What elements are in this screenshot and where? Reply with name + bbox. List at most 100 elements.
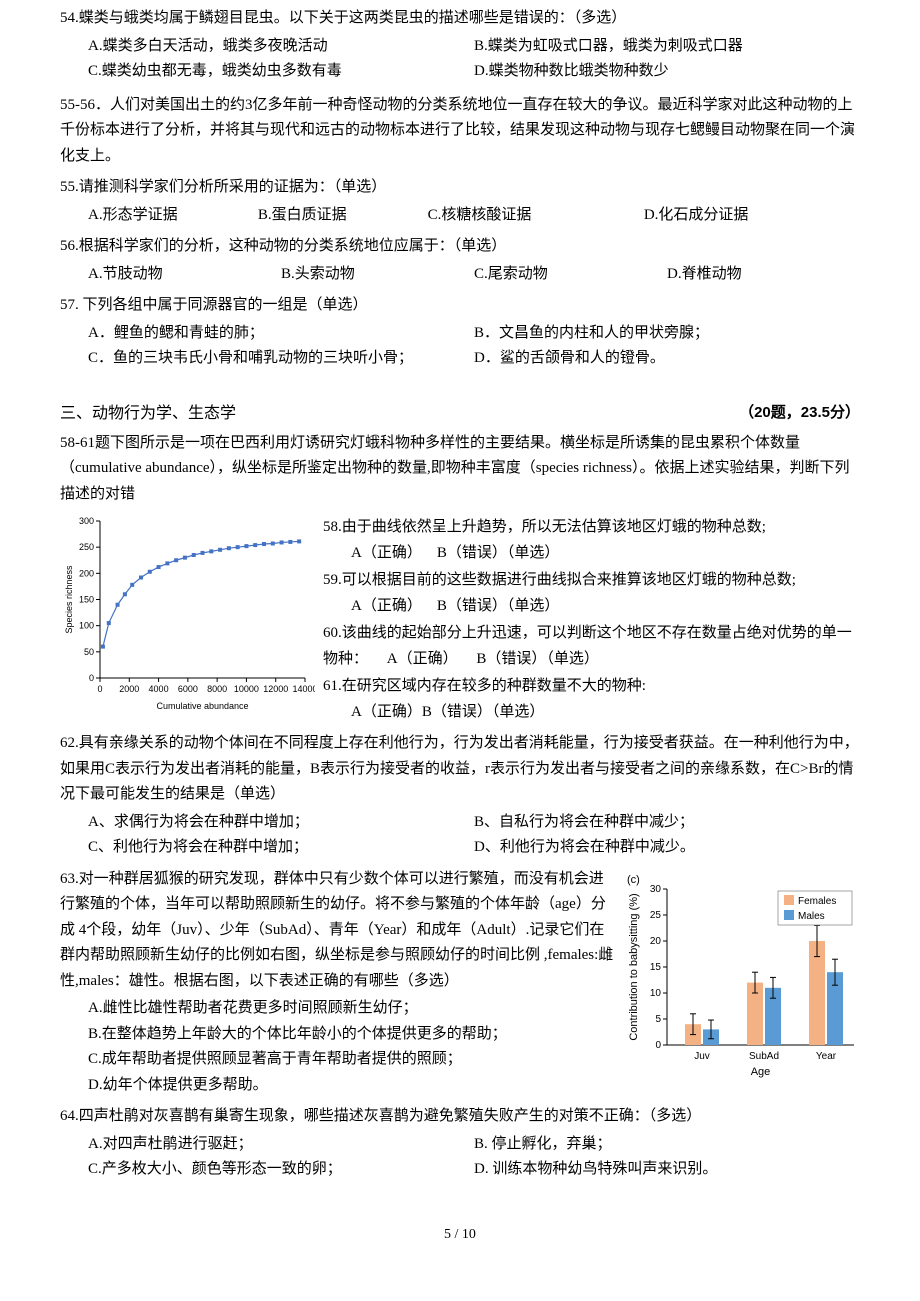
svg-text:10: 10 — [650, 988, 662, 999]
q54-opts: A.蝶类多白天活动，蛾类多夜晚活动 B.蝶类为虹吸式口器，蛾类为刺吸式口器 C.… — [60, 34, 860, 85]
score-suffix: 分） — [830, 405, 860, 421]
q59-opt-b: B（错误）（单选） — [437, 598, 560, 614]
q59-opt-a: A（正确） — [351, 598, 422, 614]
species-chart-svg: 0 50 100 150 200 250 300 0 2000 4000 6000 8000 10000… — [60, 513, 315, 713]
q55-opt-d: D.化石成分证据 — [644, 203, 860, 229]
q64-opt-b: B. 停止孵化，弃巢； — [474, 1132, 860, 1158]
q60-opt-a: A（正确） — [387, 651, 458, 667]
svg-text:200: 200 — [79, 569, 94, 579]
q55-opt-a: A.形态学证据 — [88, 203, 258, 229]
q56-opt-a: A.节肢动物 — [88, 262, 281, 288]
svg-text:0: 0 — [89, 673, 94, 683]
q59: 59.可以根据目前的这些数据进行曲线拟合来推算该地区灯蛾的物种总数; A（正确）… — [323, 568, 860, 619]
svg-text:10000: 10000 — [234, 684, 259, 694]
svg-text:300: 300 — [79, 516, 94, 526]
q54-text: 54.蝶类与蛾类均属于鳞翅目昆虫。以下关于这两类昆虫的描述哪些是错误的：（多选） — [60, 6, 860, 32]
section-3-head: 三、动物行为学、生态学 （20题，23.5分） — [60, 400, 860, 427]
score-prefix: （ — [739, 405, 754, 421]
svg-text:15: 15 — [650, 962, 662, 973]
svg-text:6000: 6000 — [178, 684, 198, 694]
q55-opt-b: B.蛋白质证据 — [258, 203, 428, 229]
q62-opt-b: B、自私行为将会在种群中减少； — [474, 810, 860, 836]
svg-text:Females: Females — [798, 896, 836, 907]
score-n1: 20 — [754, 404, 771, 421]
q57-text: 57. 下列各组中属于同源器官的一组是（单选） — [60, 293, 860, 319]
q62: 62.具有亲缘关系的动物个体间在不同程度上存在利他行为，行为发出者消耗能量，行为… — [60, 731, 860, 861]
q55-opts: A.形态学证据 B.蛋白质证据 C.核糖核酸证据 D.化石成分证据 — [60, 203, 860, 229]
svg-text:5: 5 — [655, 1014, 661, 1025]
q54: 54.蝶类与蛾类均属于鳞翅目昆虫。以下关于这两类昆虫的描述哪些是错误的：（多选）… — [60, 6, 860, 85]
q62-text: 62.具有亲缘关系的动物个体间在不同程度上存在利他行为，行为发出者消耗能量，行为… — [60, 731, 860, 808]
q61-opt-a: A（正确）B（错误）（单选） — [351, 704, 544, 720]
species-chart-block: 0 50 100 150 200 250 300 0 2000 4000 6000 8000 10000… — [60, 513, 860, 725]
q56-opt-d: D.脊椎动物 — [667, 262, 860, 288]
q58-opts: A（正确） B（错误）（单选） — [323, 541, 860, 567]
score-n2: 23.5 — [801, 404, 830, 421]
q62-opt-d: D、利他行为将会在种群中减少。 — [474, 835, 860, 861]
q64-opt-a: A.对四声杜鹃进行驱赶； — [88, 1132, 474, 1158]
q64-opts: A.对四声杜鹃进行驱赶； B. 停止孵化，弃巢； C.产多枚大小、颜色等形态一致… — [60, 1132, 860, 1183]
q57-opts: A．鲤鱼的鳃和青蛙的肺； B．文昌鱼的内柱和人的甲状旁腺； C．鱼的三块韦氏小骨… — [60, 321, 860, 372]
svg-text:Juv: Juv — [694, 1051, 710, 1062]
svg-text:Age: Age — [751, 1066, 771, 1078]
q64: 64.四声杜鹃对灰喜鹊有巢寄生现象，哪些描述灰喜鹊为避免繁殖失败产生的对策不正确… — [60, 1104, 860, 1183]
q58-opt-b: B（错误）（单选） — [437, 545, 560, 561]
section-3-title: 三、动物行为学、生态学 — [60, 400, 236, 427]
score-mid: 题， — [771, 405, 801, 421]
svg-text:SubAd: SubAd — [749, 1051, 779, 1062]
q54-opt-b: B.蝶类为虹吸式口器，蛾类为刺吸式口器 — [474, 34, 860, 60]
svg-text:4000: 4000 — [149, 684, 169, 694]
q61: 61.在研究区域内存在较多的种群数量不大的物种: A（正确）B（错误）（单选） — [323, 674, 860, 725]
q54-opt-a: A.蝶类多白天活动，蛾类多夜晚活动 — [88, 34, 474, 60]
q63-text: 63.对一种群居狐猴的研究发现，群体中只有少数个体可以进行繁殖，而没有机会进行繁… — [60, 871, 613, 989]
passage-55-56: 55-56．人们对美国出土的约3亿多年前一种奇怪动物的分类系统地位一直存在较大的… — [60, 93, 860, 170]
q60: 60.该曲线的起始部分上升迅速，可以判断这个地区不存在数量占绝对优势的单一物种：… — [323, 621, 860, 672]
svg-text:(c): (c) — [627, 874, 640, 886]
q62-opts: A、求偶行为将会在种群中增加； B、自私行为将会在种群中减少； C、利他行为将会… — [60, 810, 860, 861]
babysit-chart-svg: (c)051015202530JuvSubAdYearAdultContribu… — [625, 871, 860, 1081]
svg-text:0: 0 — [97, 684, 102, 694]
q57-opt-c: C．鱼的三块韦氏小骨和哺乳动物的三块听小骨； — [88, 346, 474, 372]
q56-opts: A.节肢动物 B.头索动物 C.尾索动物 D.脊椎动物 — [60, 262, 860, 288]
svg-text:Cumulative abundance: Cumulative abundance — [156, 701, 248, 711]
q59-text: 59.可以根据目前的这些数据进行曲线拟合来推算该地区灯蛾的物种总数; — [323, 572, 796, 588]
q62-opt-a: A、求偶行为将会在种群中增加； — [88, 810, 474, 836]
svg-text:20: 20 — [650, 936, 662, 947]
svg-text:8000: 8000 — [207, 684, 227, 694]
q57-opt-b: B．文昌鱼的内柱和人的甲状旁腺； — [474, 321, 860, 347]
svg-text:Contribution to babysitting (%: Contribution to babysitting (%) — [628, 893, 640, 1040]
q56-opt-c: C.尾索动物 — [474, 262, 667, 288]
page-footer: 5 / 10 — [60, 1223, 860, 1247]
q60-opt-b: B（错误）（单选） — [476, 651, 599, 667]
svg-text:25: 25 — [650, 910, 662, 921]
q56-text: 56.根据科学家们的分析，这种动物的分类系统地位应属于：（单选） — [60, 234, 860, 260]
q55: 55.请推测科学家们分析所采用的证据为：（单选） A.形态学证据 B.蛋白质证据… — [60, 175, 860, 228]
svg-text:Species richness: Species richness — [64, 565, 74, 634]
q59-opts: A（正确） B（错误）（单选） — [323, 594, 860, 620]
q57-opt-a: A．鲤鱼的鳃和青蛙的肺； — [88, 321, 474, 347]
q56-opt-b: B.头索动物 — [281, 262, 474, 288]
babysit-chart: (c)051015202530JuvSubAdYearAdultContribu… — [625, 871, 860, 1091]
q58-61-group: 58.由于曲线依然呈上升趋势，所以无法估算该地区灯蛾的物种总数; A（正确） B… — [315, 513, 860, 725]
q63: (c)051015202530JuvSubAdYearAdultContribu… — [60, 867, 860, 1099]
species-chart: 0 50 100 150 200 250 300 0 2000 4000 6000 8000 10000… — [60, 513, 315, 723]
q58-opt-a: A（正确） — [351, 545, 422, 561]
q55-text: 55.请推测科学家们分析所采用的证据为：（单选） — [60, 175, 860, 201]
q58: 58.由于曲线依然呈上升趋势，所以无法估算该地区灯蛾的物种总数; A（正确） B… — [323, 515, 860, 566]
svg-text:12000: 12000 — [263, 684, 288, 694]
q62-opt-c: C、利他行为将会在种群中增加； — [88, 835, 474, 861]
q55-opt-c: C.核糖核酸证据 — [428, 203, 644, 229]
q57-opt-d: D．鲨的舌颌骨和人的镫骨。 — [474, 346, 860, 372]
svg-text:250: 250 — [79, 542, 94, 552]
q54-opt-d: D.蝶类物种数比蛾类物种数少 — [474, 59, 860, 85]
q56: 56.根据科学家们的分析，这种动物的分类系统地位应属于：（单选） A.节肢动物 … — [60, 234, 860, 287]
svg-text:150: 150 — [79, 595, 94, 605]
svg-text:50: 50 — [84, 647, 94, 657]
q61-text: 61.在研究区域内存在较多的种群数量不大的物种: — [323, 678, 646, 694]
svg-text:Males: Males — [798, 911, 825, 922]
q64-opt-d: D. 训练本物种幼鸟特殊叫声来识别。 — [474, 1157, 860, 1183]
svg-text:2000: 2000 — [119, 684, 139, 694]
svg-text:100: 100 — [79, 621, 94, 631]
q64-text: 64.四声杜鹃对灰喜鹊有巢寄生现象，哪些描述灰喜鹊为避免繁殖失败产生的对策不正确… — [60, 1104, 860, 1130]
svg-text:14000: 14000 — [292, 684, 315, 694]
